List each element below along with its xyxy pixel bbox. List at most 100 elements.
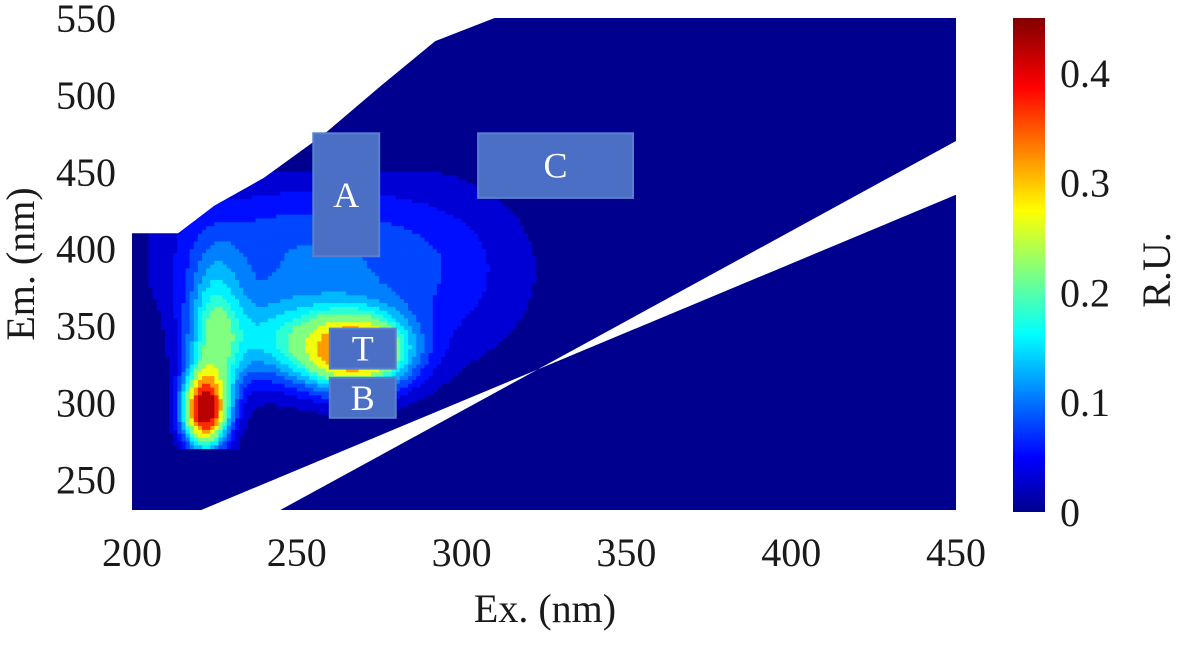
- contour-cell: [375, 294, 380, 300]
- contour-cell: [387, 264, 393, 269]
- contour-cell: [210, 283, 215, 288]
- contour-cell: [156, 287, 162, 292]
- contour-cell: [243, 317, 248, 323]
- contour-cell: [428, 321, 434, 327]
- contour-cell: [296, 194, 302, 200]
- contour-cell: [276, 225, 281, 230]
- contour-cell: [259, 190, 265, 196]
- contour-cell: [461, 275, 467, 280]
- contour-cell: [395, 371, 401, 377]
- contour-cell: [436, 264, 442, 269]
- contour-cell: [276, 206, 281, 211]
- contour-cell: [202, 417, 207, 423]
- contour-cell: [181, 444, 187, 450]
- contour-cell: [432, 352, 438, 357]
- contour-cell: [152, 290, 158, 296]
- contour-cell: [408, 217, 413, 223]
- contour-cell: [416, 267, 421, 273]
- contour-cell: [247, 402, 253, 407]
- contour-cell: [325, 337, 331, 342]
- contour-cell: [189, 317, 195, 323]
- contour-cell: [156, 237, 162, 242]
- contour-cell: [346, 302, 351, 307]
- contour-cell: [412, 248, 417, 254]
- contour-cell: [247, 313, 253, 319]
- contour-cell: [473, 221, 479, 227]
- contour-cell: [185, 444, 191, 450]
- contour-cell: [461, 321, 467, 327]
- contour-cell: [305, 190, 310, 196]
- contour-cell: [346, 313, 351, 319]
- contour-cell: [239, 352, 244, 357]
- contour-cell: [284, 348, 290, 353]
- contour-cell: [465, 240, 471, 246]
- contour-cell: [436, 325, 442, 330]
- contour-cell: [309, 190, 314, 196]
- contour-cell: [465, 252, 471, 257]
- contour-cell: [243, 325, 248, 330]
- contour-cell: [379, 233, 384, 238]
- contour-cell: [247, 329, 253, 334]
- contour-cell: [329, 371, 335, 377]
- contour-cell: [338, 256, 343, 261]
- contour-cell: [445, 356, 450, 361]
- contour-cell: [482, 298, 487, 304]
- contour-cell: [251, 333, 257, 338]
- contour-cell: [214, 313, 220, 319]
- contour-cell: [214, 217, 220, 223]
- contour-cell: [239, 267, 244, 273]
- contour-cell: [173, 421, 178, 427]
- contour-cell: [424, 175, 430, 181]
- contour-cell: [276, 329, 281, 334]
- contour-cell: [185, 344, 191, 350]
- contour-cell: [300, 394, 306, 400]
- contour-cell: [259, 256, 265, 261]
- contour-cell: [288, 348, 294, 353]
- contour-cell: [395, 379, 401, 384]
- contour-cell: [173, 294, 178, 300]
- contour-cell: [379, 302, 384, 307]
- contour-cell: [247, 256, 253, 261]
- contour-cell: [189, 402, 195, 407]
- contour-cell: [263, 356, 269, 361]
- contour-cell: [313, 363, 318, 369]
- contour-cell: [333, 302, 339, 307]
- contour-cell: [280, 237, 286, 242]
- contour-cell: [243, 333, 248, 338]
- contour-cell: [482, 290, 487, 296]
- contour-cell: [218, 440, 224, 446]
- contour-cell: [210, 337, 215, 342]
- contour-cell: [478, 348, 483, 353]
- contour-cell: [428, 383, 434, 388]
- contour-cell: [173, 344, 178, 350]
- contour-cell: [412, 271, 417, 277]
- contour-cell: [305, 214, 310, 219]
- contour-cell: [193, 294, 199, 300]
- contour-cell: [453, 217, 459, 223]
- contour-cell: [181, 367, 187, 373]
- contour-cell: [247, 240, 253, 246]
- contour-cell: [259, 367, 265, 373]
- contour-cell: [296, 240, 302, 246]
- contour-cell: [387, 206, 393, 211]
- contour-cell: [272, 290, 277, 296]
- contour-cell: [436, 302, 442, 307]
- contour-cell: [420, 264, 426, 269]
- contour-cell: [169, 290, 174, 296]
- contour-cell: [457, 248, 463, 254]
- contour-cell: [482, 198, 487, 204]
- contour-cell: [226, 379, 232, 384]
- contour-cell: [296, 260, 302, 265]
- contour-cell: [226, 329, 232, 334]
- contour-cell: [230, 363, 236, 369]
- contour-cell: [428, 279, 434, 284]
- contour-cell: [193, 271, 199, 277]
- contour-cell: [214, 367, 220, 373]
- contour-cell: [202, 267, 207, 273]
- contour-cell: [173, 306, 178, 311]
- contour-cell: [181, 398, 187, 403]
- contour-cell: [379, 198, 384, 204]
- contour-cell: [478, 333, 483, 338]
- contour-cell: [210, 410, 215, 415]
